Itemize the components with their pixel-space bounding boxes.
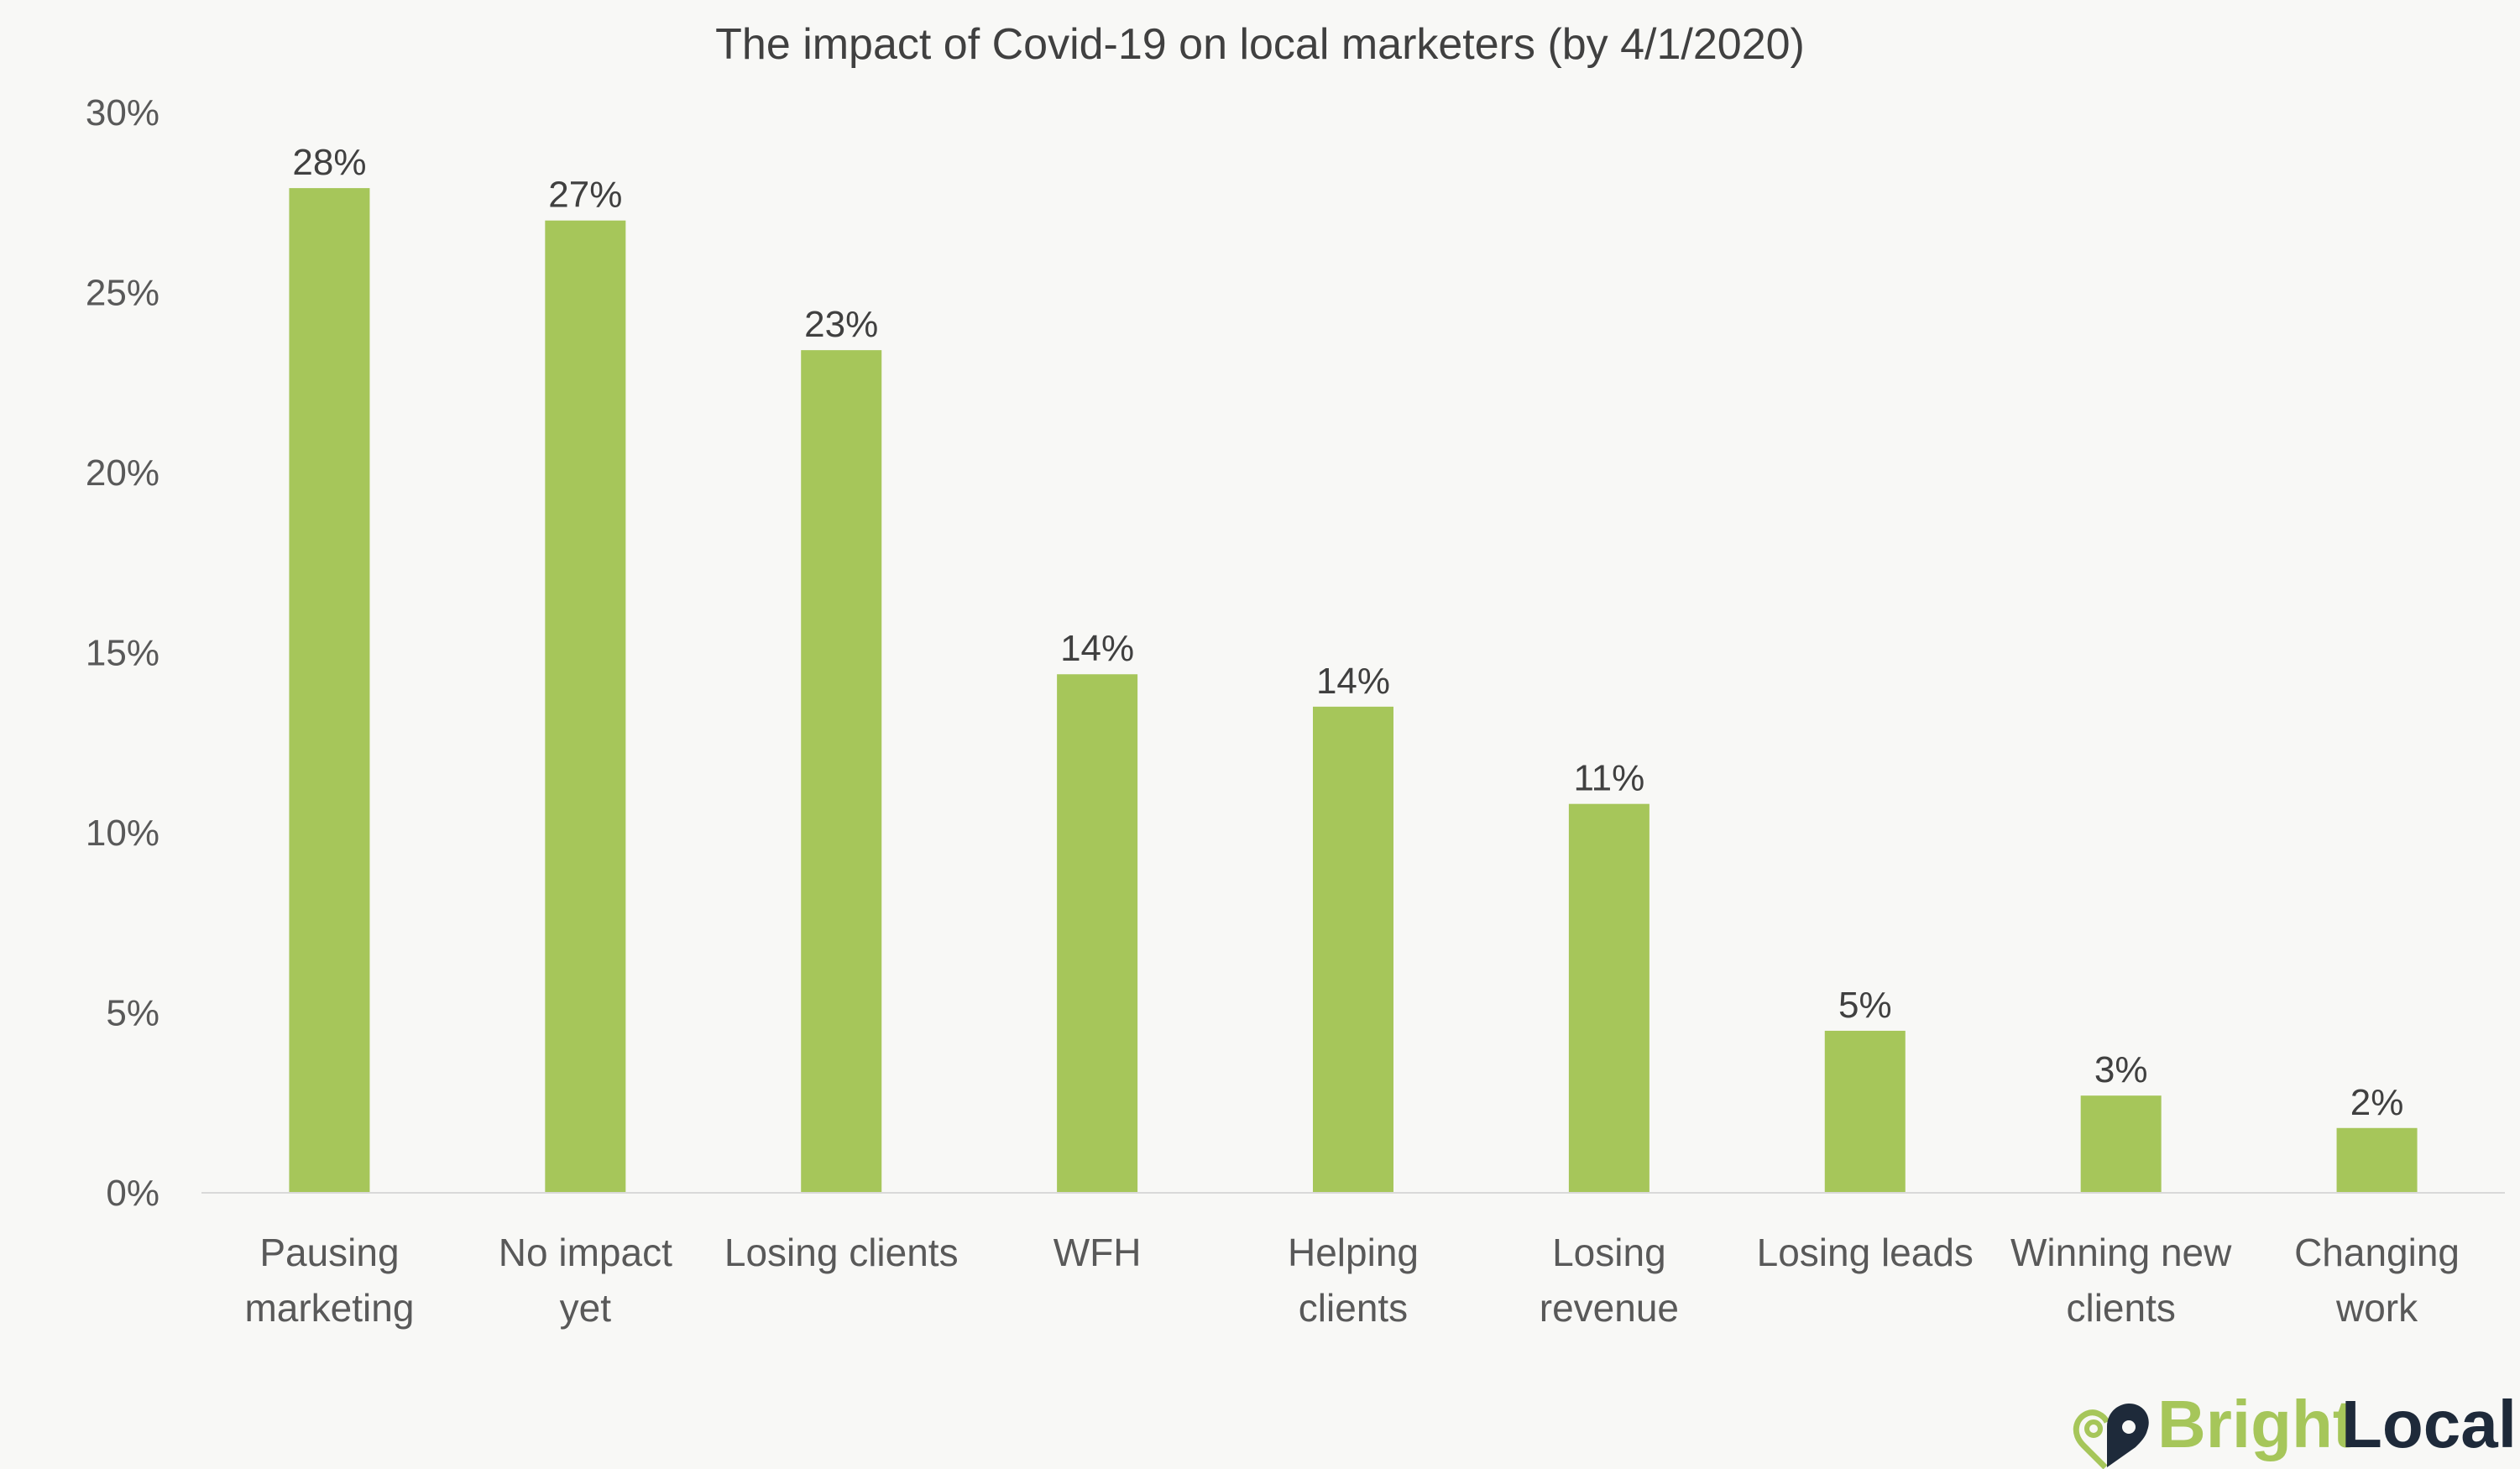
x-tick-label: clients xyxy=(2066,1286,2175,1330)
map-pin-heart-icon xyxy=(2073,1404,2149,1469)
bar xyxy=(1057,674,1138,1193)
logo-text-bright: Bright xyxy=(2157,1387,2355,1461)
bar xyxy=(289,188,370,1194)
x-tick-label: No impact xyxy=(499,1231,672,1274)
y-tick-label: 30% xyxy=(86,92,159,133)
y-tick-label: 0% xyxy=(106,1173,159,1214)
data-label: 27% xyxy=(548,175,622,216)
x-tick-label: Winning new xyxy=(2010,1231,2232,1274)
x-tick-label: Changing xyxy=(2294,1231,2460,1274)
data-label: 2% xyxy=(2350,1082,2404,1123)
bar xyxy=(1313,706,1393,1193)
x-tick-label: revenue xyxy=(1540,1286,1679,1330)
bar xyxy=(1824,1030,1906,1193)
data-label: 5% xyxy=(1838,985,1892,1026)
x-tick-label: Losing leads xyxy=(1757,1231,1974,1274)
x-tick-label: Pausing xyxy=(259,1231,399,1274)
y-tick-label: 25% xyxy=(86,273,159,314)
data-label: 3% xyxy=(2094,1049,2148,1090)
x-tick-label: clients xyxy=(1299,1286,1408,1330)
x-tick-label: Losing xyxy=(1552,1231,1666,1274)
bars: 28% 27% 23% 14% 14% 11% 5% 3% 2% xyxy=(289,142,2418,1194)
bar xyxy=(2336,1127,2418,1193)
bar xyxy=(1568,803,1650,1193)
data-label: 14% xyxy=(1316,661,1390,702)
data-label: 11% xyxy=(1573,758,1644,799)
x-tick-label: Helping xyxy=(1288,1231,1419,1274)
data-label: 23% xyxy=(804,304,878,345)
x-tick-label: WFH xyxy=(1053,1231,1142,1274)
bar xyxy=(545,220,626,1194)
y-tick-label: 10% xyxy=(86,813,159,854)
y-tick-label: 15% xyxy=(86,633,159,674)
x-tick-label: marketing xyxy=(244,1286,414,1330)
x-tick-label: Losing clients xyxy=(724,1231,959,1274)
x-tick-label: yet xyxy=(560,1286,612,1330)
logo-text-local: Local xyxy=(2341,1387,2517,1461)
bar xyxy=(2080,1095,2162,1193)
chart-title: The impact of Covid-19 on local marketer… xyxy=(715,20,1805,69)
y-axis: 0% 5% 10% 15% 20% 25% 30% xyxy=(86,92,159,1214)
bar xyxy=(801,350,882,1193)
data-label: 28% xyxy=(292,142,366,183)
y-tick-label: 5% xyxy=(106,993,159,1034)
brightlocal-logo: Bright Local xyxy=(2073,1387,2517,1469)
data-label: 14% xyxy=(1060,628,1134,669)
y-tick-label: 20% xyxy=(86,452,159,494)
x-tick-label: work xyxy=(2335,1286,2418,1330)
x-axis: Pausing marketing No impact yet Losing clien… xyxy=(244,1231,2460,1330)
